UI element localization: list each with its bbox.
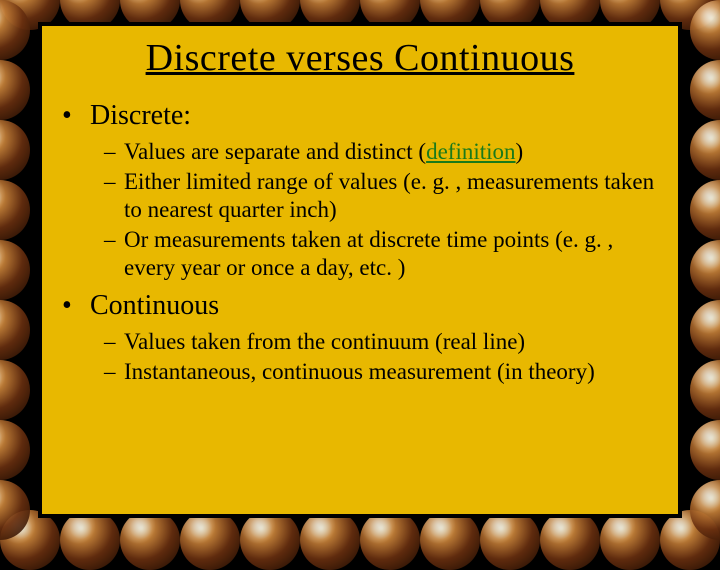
- bullet-text: Values are separate and distinct (defini…: [124, 138, 658, 166]
- bullet-text: Instantaneous, continuous measurement (i…: [124, 358, 658, 386]
- globe-icon: [180, 510, 240, 570]
- globe-icon: [540, 510, 600, 570]
- bullet-level2: –Or measurements taken at discrete time …: [104, 226, 658, 282]
- globe-icon: [600, 510, 660, 570]
- globe-icon: [300, 510, 360, 570]
- globe-icon: [360, 510, 420, 570]
- bullet-text: Values taken from the continuum (real li…: [124, 328, 658, 356]
- bullet-level2: –Instantaneous, continuous measurement (…: [104, 358, 658, 386]
- globe-icon: [0, 420, 30, 480]
- bullet-text: Continuous: [90, 290, 219, 322]
- bullet-level2: –Either limited range of values (e. g. ,…: [104, 168, 658, 224]
- bullet-marker: •: [62, 100, 90, 132]
- globe-icon: [0, 0, 30, 60]
- bullet-level1: •Continuous: [62, 290, 658, 322]
- globe-icon: [120, 510, 180, 570]
- bullet-text: Or measurements taken at discrete time p…: [124, 226, 658, 282]
- slide-title: Discrete verses Continuous: [62, 36, 658, 80]
- globe-icon: [0, 240, 30, 300]
- globe-icon: [690, 300, 720, 360]
- bullet-text: Discrete:: [90, 100, 191, 132]
- globe-icon: [420, 510, 480, 570]
- dash-marker: –: [104, 168, 124, 224]
- globe-icon: [0, 120, 30, 180]
- globe-icon: [0, 300, 30, 360]
- globe-icon: [0, 360, 30, 420]
- globe-icon: [0, 480, 30, 540]
- globe-icon: [690, 360, 720, 420]
- bullet-level2: –Values taken from the continuum (real l…: [104, 328, 658, 356]
- dash-marker: –: [104, 138, 124, 166]
- globe-icon: [690, 420, 720, 480]
- title-wrap: Discrete verses Continuous: [42, 26, 678, 88]
- slide-background: Discrete verses Continuous •Discrete:–Va…: [0, 0, 720, 540]
- globe-icon: [690, 60, 720, 120]
- globe-icon: [690, 180, 720, 240]
- globe-icon: [660, 510, 720, 570]
- definition-link[interactable]: definition: [426, 139, 515, 164]
- globe-icon: [0, 180, 30, 240]
- globe-icon: [690, 480, 720, 540]
- content-panel: Discrete verses Continuous •Discrete:–Va…: [38, 22, 682, 518]
- globe-icon: [0, 60, 30, 120]
- dash-marker: –: [104, 328, 124, 356]
- globe-icon: [690, 240, 720, 300]
- body-content: •Discrete:–Values are separate and disti…: [42, 88, 678, 398]
- globe-icon: [0, 510, 60, 570]
- globe-icon: [480, 510, 540, 570]
- bullet-marker: •: [62, 290, 90, 322]
- dash-marker: –: [104, 226, 124, 282]
- dash-marker: –: [104, 358, 124, 386]
- bullet-level1: •Discrete:: [62, 100, 658, 132]
- globe-icon: [240, 510, 300, 570]
- globe-icon: [690, 120, 720, 180]
- globe-icon: [60, 510, 120, 570]
- globe-icon: [690, 0, 720, 60]
- bullet-level2: –Values are separate and distinct (defin…: [104, 138, 658, 166]
- bullet-text: Either limited range of values (e. g. , …: [124, 168, 658, 224]
